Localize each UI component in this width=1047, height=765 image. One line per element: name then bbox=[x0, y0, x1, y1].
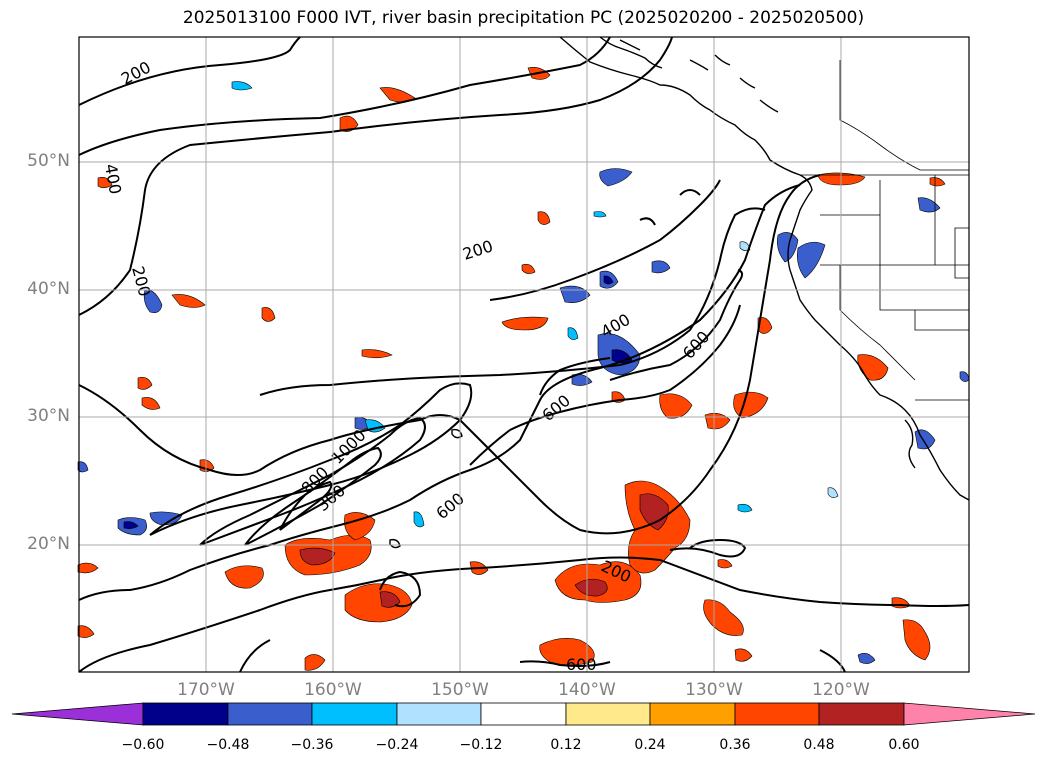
colorbar bbox=[11, 702, 1036, 726]
map-frame bbox=[78, 36, 970, 673]
lat-label-20n: 20°N bbox=[27, 534, 70, 554]
contour-label: 600 bbox=[566, 655, 597, 674]
colorbar-tick: −0.12 bbox=[459, 737, 503, 753]
colorbar-segment bbox=[142, 702, 229, 726]
lon-label-160w: 160°W bbox=[304, 680, 362, 700]
colorbar-tick: 0.12 bbox=[550, 737, 582, 753]
colorbar-tick: 0.36 bbox=[719, 737, 751, 753]
lon-label-150w: 150°W bbox=[431, 680, 489, 700]
colorbar-tick: 0.60 bbox=[888, 737, 920, 753]
colorbar-tick: −0.60 bbox=[121, 737, 165, 753]
colorbar-segment bbox=[227, 702, 313, 726]
colorbar-segment bbox=[818, 702, 905, 726]
colorbar-min-arrow bbox=[11, 702, 144, 726]
colorbar-segment bbox=[480, 702, 567, 726]
colorbar-tick: 0.48 bbox=[803, 737, 835, 753]
lat-label-50n: 50°N bbox=[27, 151, 70, 171]
map-area bbox=[79, 37, 969, 672]
lon-label-170w: 170°W bbox=[177, 680, 235, 700]
graticule bbox=[79, 37, 969, 672]
colorbar-segment bbox=[565, 702, 651, 726]
colorbar-segment bbox=[649, 702, 736, 726]
islands bbox=[389, 428, 463, 549]
colorbar-segment bbox=[311, 702, 398, 726]
colorbar-max-arrow bbox=[903, 702, 1036, 726]
colorbar-tick: −0.48 bbox=[206, 737, 250, 753]
colorbar-segment bbox=[396, 702, 482, 726]
map-title: 2025013100 F000 IVT, river basin precipi… bbox=[182, 8, 865, 28]
colorbar-segment bbox=[734, 702, 820, 726]
colorbar-tick: −0.24 bbox=[375, 737, 419, 753]
colorbar-tick: −0.36 bbox=[290, 737, 334, 753]
lat-label-40n: 40°N bbox=[27, 279, 70, 299]
colorbar-tick: 0.24 bbox=[634, 737, 666, 753]
lat-label-30n: 30°N bbox=[27, 406, 70, 426]
lon-label-140w: 140°W bbox=[558, 680, 616, 700]
lon-label-120w: 120°W bbox=[812, 680, 870, 700]
lon-label-130w: 130°W bbox=[685, 680, 743, 700]
ivt-contours bbox=[78, 36, 970, 673]
coastline bbox=[559, 36, 970, 501]
